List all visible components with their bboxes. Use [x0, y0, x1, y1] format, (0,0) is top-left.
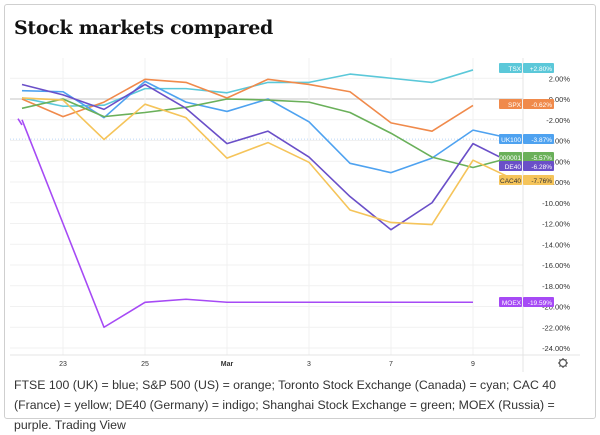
- price-tag-value: -0.62%: [531, 102, 552, 109]
- x-tick-label: 3: [307, 361, 311, 368]
- price-tag-name-bg: [499, 63, 522, 73]
- y-tick-label: 0.00%: [549, 95, 571, 104]
- y-tick-label: -4.00%: [546, 137, 570, 146]
- price-tag-de40: DE40 -6.28%: [499, 161, 554, 171]
- gear-icon-tooth: [559, 359, 561, 361]
- price-tag-value-bg: [523, 63, 554, 73]
- series-line-cac40: [21, 97, 515, 226]
- price-tag-name: SPX: [508, 102, 522, 109]
- price-tag-value-bg: [523, 134, 554, 144]
- price-tag-moex: MOEX -19.59%: [499, 297, 554, 307]
- y-tick-label: -22.00%: [542, 323, 570, 332]
- price-tag-name-bg: [499, 175, 522, 185]
- y-tick-label: -6.00%: [546, 157, 570, 166]
- price-tag-name: DE40: [505, 164, 522, 171]
- price-tag-name-bg: [499, 152, 522, 162]
- price-tag-uk100: UK100 -3.87%: [499, 134, 554, 144]
- price-tag-000001: 000001 -5.57%: [499, 152, 554, 162]
- price-tag-cac40: CAC40 -7.76%: [499, 175, 554, 185]
- price-tag-tsx: TSX +2.80%: [499, 63, 554, 73]
- price-tag-value-bg: [523, 297, 554, 307]
- line-chart[interactable]: 2.00% 0.00% -2.00% -4.00% -6.00% -8.00% -10.00…: [0, 0, 600, 375]
- caption: FTSE 100 (UK) = blue; S&P 500 (US) = ora…: [14, 378, 556, 432]
- series-line-000001: [21, 98, 515, 169]
- price-tag-name-bg: [499, 297, 522, 307]
- price-tag-value: +2.80%: [530, 66, 552, 73]
- x-tick-label: Mar: [221, 361, 234, 368]
- price-tag-value-bg: [523, 161, 554, 171]
- price-tag-name: TSX: [508, 66, 521, 73]
- x-tick-label: 23: [59, 361, 67, 368]
- price-tag-value-bg: [523, 175, 554, 185]
- series-line-moex: [21, 119, 473, 329]
- y-tick-label: -8.00%: [546, 178, 570, 187]
- y-tick-label: -12.00%: [542, 220, 570, 229]
- price-tag-name: CAC40: [500, 178, 521, 185]
- y-tick-label: -16.00%: [542, 261, 570, 270]
- gear-icon[interactable]: [558, 358, 568, 368]
- price-tag-value: -6.28%: [531, 164, 552, 171]
- gear-icon-tooth: [565, 365, 567, 367]
- y-tick-label: -10.00%: [542, 199, 570, 208]
- price-tag-value-bg: [523, 99, 554, 109]
- price-tag-value-bg: [523, 152, 554, 162]
- price-tag-name: UK100: [501, 137, 521, 144]
- series-line-moex-start: [17, 118, 23, 126]
- price-tag-value: -7.76%: [531, 178, 552, 185]
- price-tag-name-bg: [499, 99, 522, 109]
- y-tick-label: -2.00%: [546, 116, 570, 125]
- price-tag-value: -5.57%: [531, 155, 552, 162]
- y-tick-label: 2.00%: [549, 74, 571, 83]
- price-tag-name-bg: [499, 161, 522, 171]
- gear-icon-tooth: [565, 359, 567, 361]
- series-line-spx: [21, 78, 474, 132]
- gear-icon-ring: [558, 358, 568, 368]
- chart-card: [4, 4, 596, 419]
- price-tag-name-bg: [499, 134, 522, 144]
- series-line-tsx: [21, 69, 474, 108]
- price-tag-spx: SPX -0.62%: [499, 99, 554, 109]
- series-line-de40: [21, 83, 515, 231]
- price-tag-name: MOEX: [502, 300, 522, 307]
- price-tag-name: 000001: [499, 155, 521, 162]
- series-line-uk100: [21, 80, 515, 174]
- y-tick-label: -20.00%: [542, 303, 570, 312]
- x-tick-label: 25: [141, 361, 149, 368]
- price-tag-value: -3.87%: [531, 137, 552, 144]
- x-tick-label: 7: [389, 361, 393, 368]
- gear-icon-tooth: [559, 365, 561, 367]
- page-title: Stock markets compared: [14, 17, 274, 39]
- x-tick-label: 9: [471, 361, 475, 368]
- y-tick-label: -24.00%: [542, 344, 570, 353]
- y-tick-label: -14.00%: [542, 240, 570, 249]
- y-tick-label: -18.00%: [542, 282, 570, 291]
- price-tag-value: -19.59%: [528, 300, 552, 307]
